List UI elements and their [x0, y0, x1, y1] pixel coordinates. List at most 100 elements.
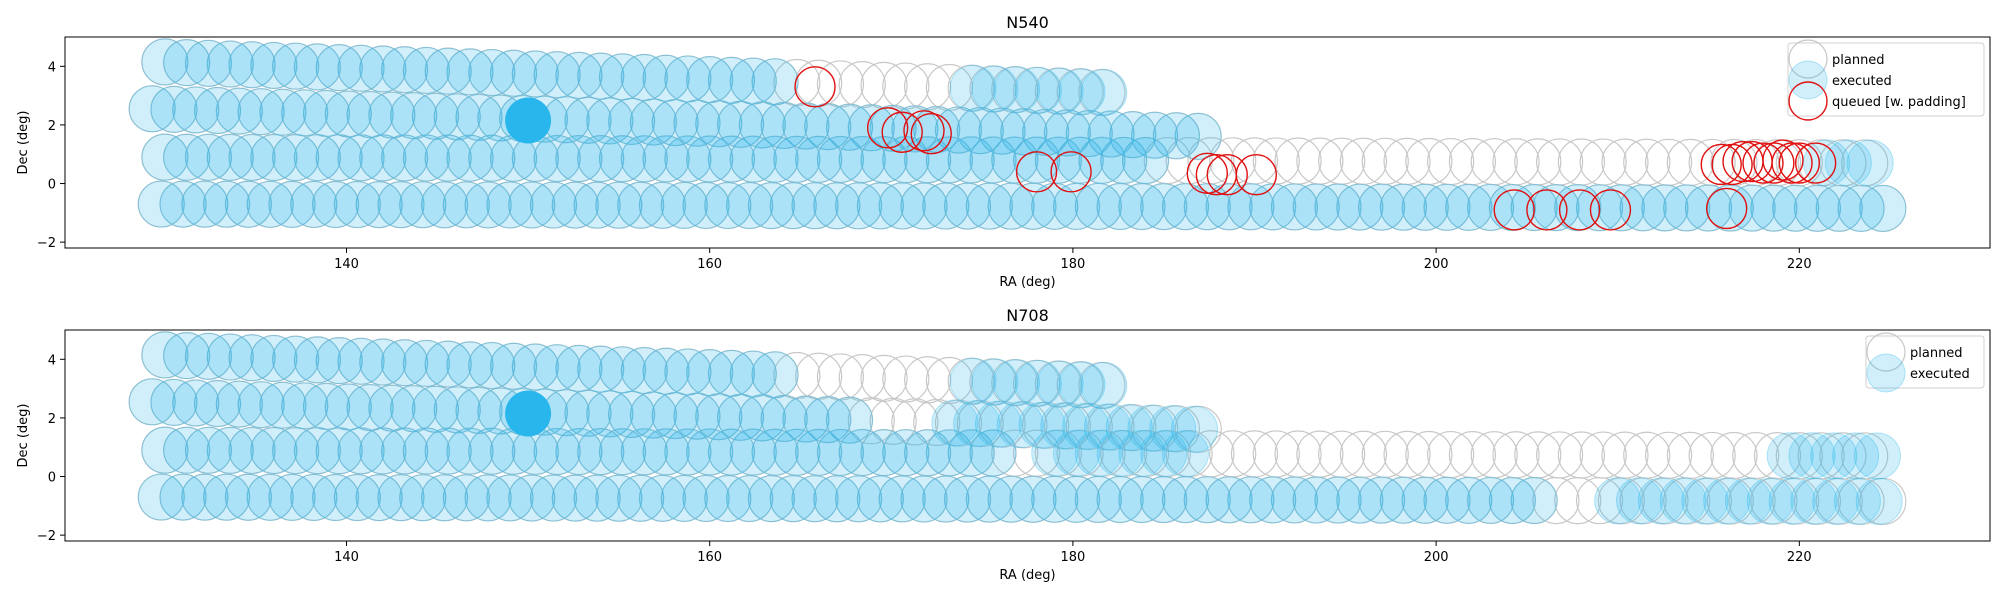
x-tick-label: 200 [1424, 550, 1449, 565]
planned-marker [511, 50, 559, 98]
x-tick-label: 220 [1787, 550, 1812, 565]
planned-marker [673, 392, 721, 440]
planned-marker [847, 104, 895, 152]
planned-marker [184, 39, 233, 87]
chart-title: N540 [1006, 13, 1049, 32]
executed-marker [402, 339, 450, 387]
planned-marker [782, 102, 830, 150]
executed-marker [333, 474, 381, 522]
executed-marker [333, 181, 381, 229]
queued-marker [1493, 189, 1535, 231]
executed-marker [969, 136, 1017, 184]
planned-marker [726, 474, 774, 523]
executed-marker [141, 426, 189, 474]
executed-marker [1014, 359, 1062, 407]
planned-marker [508, 181, 556, 229]
executed-marker [555, 51, 603, 99]
planned-marker [904, 356, 952, 404]
executed-marker [673, 392, 721, 440]
planned-marker [704, 181, 752, 230]
y-tick-label: 4 [48, 60, 56, 75]
planned-marker [337, 337, 385, 385]
executed-marker [281, 89, 329, 137]
executed-marker [726, 475, 774, 523]
executed-marker [1227, 183, 1275, 231]
planned-marker [272, 133, 320, 182]
executed-marker [1080, 362, 1128, 410]
planned-marker [1227, 476, 1275, 524]
planned-marker [1728, 477, 1776, 525]
y-tick-label: 0 [48, 178, 56, 193]
executed-marker [947, 429, 995, 477]
executed-marker [949, 357, 997, 405]
planned-marker [333, 180, 381, 229]
executed-marker [1768, 477, 1816, 525]
planned-marker [729, 428, 777, 476]
planned-marker [163, 133, 211, 181]
executed-marker [184, 133, 232, 181]
x-tick-label: 200 [1424, 257, 1449, 272]
planned-marker [1109, 111, 1157, 159]
executed-marker [944, 182, 992, 230]
planned-marker [355, 180, 403, 229]
legend-marker-planned [1866, 332, 1906, 372]
queued-marker [1753, 142, 1795, 184]
planned-marker [1383, 430, 1431, 478]
executed-marker [1766, 432, 1814, 480]
executed-marker [804, 103, 852, 151]
queued-marker [1526, 189, 1568, 231]
executed-marker [377, 181, 425, 229]
planned-marker [193, 86, 242, 135]
executed-marker [1083, 403, 1131, 451]
planned-marker [402, 339, 450, 388]
planned-marker [272, 42, 320, 90]
executed-marker [259, 381, 307, 429]
executed-marker [1616, 477, 1664, 525]
planned-marker [564, 389, 612, 437]
planned-marker [402, 427, 450, 475]
queued-marker [1015, 151, 1058, 193]
planned-marker [224, 180, 273, 228]
executed-marker [181, 180, 229, 228]
planned-marker [206, 333, 254, 381]
planned-marker [529, 181, 578, 229]
executed-marker [381, 46, 429, 94]
queued-marker [910, 113, 952, 155]
planned-marker [825, 396, 874, 444]
executed-marker [355, 474, 403, 522]
planned-marker [686, 428, 734, 476]
planned-marker [978, 400, 1026, 448]
series-executed [128, 38, 1907, 232]
planned-marker [1470, 431, 1518, 479]
executed-marker [993, 359, 1041, 407]
planned-marker [1514, 138, 1562, 186]
executed-marker [617, 181, 665, 229]
executed-marker [228, 41, 276, 89]
executed-marker [620, 347, 668, 395]
planned-marker [682, 474, 730, 523]
planned-marker [586, 390, 634, 438]
executed-marker [421, 181, 469, 229]
legend-box [1865, 335, 1985, 389]
planned-marker [751, 428, 799, 476]
planned-marker [1339, 430, 1388, 478]
planned-marker [847, 397, 895, 445]
executed-marker [1096, 182, 1144, 230]
planned-marker [686, 135, 734, 183]
planned-marker [1161, 183, 1210, 231]
planned-marker [1445, 183, 1493, 231]
planned-marker [141, 331, 189, 379]
executed-marker [900, 182, 948, 230]
planned-marker [1043, 109, 1092, 157]
planned-marker [333, 473, 381, 522]
planned-marker [747, 181, 796, 230]
executed-marker [551, 181, 599, 229]
executed-marker [791, 475, 839, 523]
executed-marker [184, 39, 232, 87]
executed-marker [1685, 184, 1733, 232]
queued-marker [1771, 142, 1813, 184]
planned-marker [978, 107, 1026, 155]
planned-marker [664, 135, 712, 183]
planned-marker [150, 378, 198, 426]
planned-marker [1131, 111, 1179, 159]
